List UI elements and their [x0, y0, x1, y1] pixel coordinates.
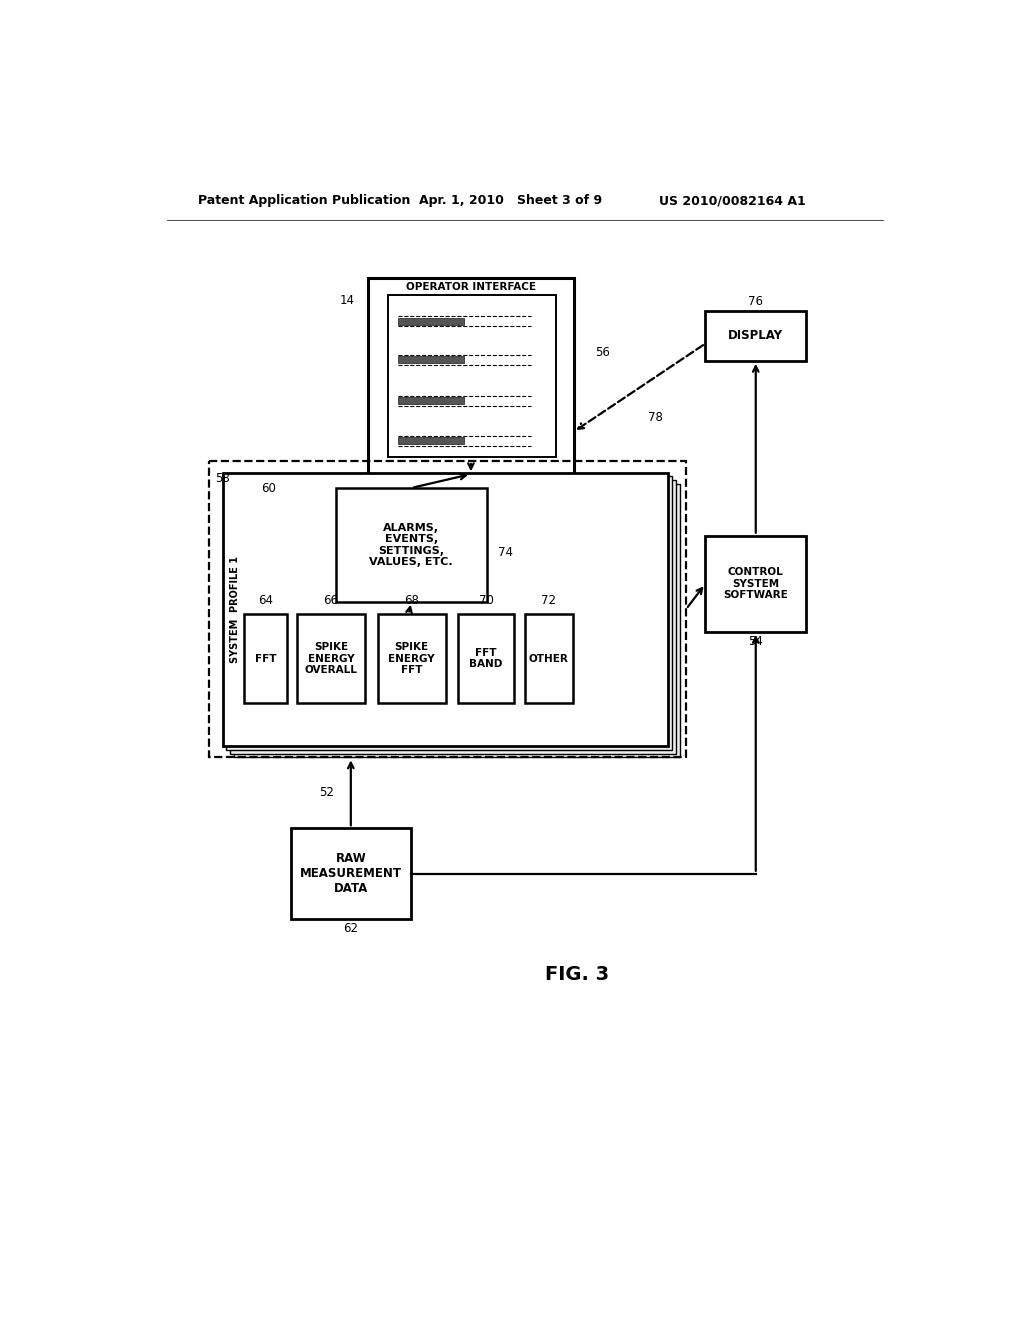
Text: 54: 54	[749, 635, 763, 648]
Text: Patent Application Publication: Patent Application Publication	[198, 194, 411, 207]
Text: 52: 52	[318, 787, 334, 800]
Bar	[397, 437, 464, 444]
Bar	[226, 477, 672, 750]
Text: 60: 60	[261, 482, 276, 495]
Text: 68: 68	[404, 594, 419, 607]
Bar	[297, 614, 366, 702]
Bar	[209, 461, 686, 758]
Text: 14: 14	[339, 294, 354, 308]
Text: 64: 64	[258, 594, 273, 607]
Text: SPIKE
ENERGY
FFT: SPIKE ENERGY FFT	[388, 642, 435, 675]
Text: 66: 66	[324, 594, 339, 607]
Bar	[706, 312, 806, 360]
Text: FFT
BAND: FFT BAND	[469, 648, 503, 669]
Text: OPERATOR INTERFACE: OPERATOR INTERFACE	[406, 282, 536, 292]
Text: 70: 70	[478, 594, 494, 607]
Text: Apr. 1, 2010   Sheet 3 of 9: Apr. 1, 2010 Sheet 3 of 9	[419, 194, 602, 207]
Bar	[458, 614, 514, 702]
Bar	[222, 473, 669, 746]
Text: 76: 76	[749, 296, 763, 308]
Text: US 2010/0082164 A1: US 2010/0082164 A1	[658, 194, 806, 207]
Bar	[336, 488, 486, 602]
Bar	[291, 829, 411, 919]
Bar	[397, 397, 464, 404]
Text: 78: 78	[647, 412, 663, 425]
Bar	[234, 484, 680, 758]
Text: ALARMS,
EVENTS,
SETTINGS,
VALUES, ETC.: ALARMS, EVENTS, SETTINGS, VALUES, ETC.	[370, 523, 453, 568]
Text: FFT: FFT	[255, 653, 276, 664]
Bar	[706, 536, 806, 632]
Bar	[245, 614, 287, 702]
Text: 62: 62	[343, 921, 358, 935]
Text: DISPLAY: DISPLAY	[728, 330, 783, 342]
Bar	[388, 294, 556, 457]
Bar	[369, 277, 573, 474]
Text: CONTROL
SYSTEM
SOFTWARE: CONTROL SYSTEM SOFTWARE	[723, 568, 788, 601]
Text: OTHER: OTHER	[528, 653, 568, 664]
Text: SPIKE
ENERGY
OVERALL: SPIKE ENERGY OVERALL	[304, 642, 357, 675]
Bar	[378, 614, 445, 702]
Text: 58: 58	[216, 471, 230, 484]
Bar	[524, 614, 572, 702]
Text: 56: 56	[595, 346, 610, 359]
Bar	[397, 356, 464, 363]
Text: SYSTEM  PROFILE 1: SYSTEM PROFILE 1	[230, 556, 240, 663]
Bar	[397, 318, 464, 325]
Text: FIG. 3: FIG. 3	[546, 965, 609, 985]
Text: 74: 74	[498, 546, 513, 560]
Text: RAW
MEASUREMENT
DATA: RAW MEASUREMENT DATA	[300, 853, 401, 895]
Bar	[230, 480, 676, 754]
Text: 72: 72	[542, 594, 556, 607]
